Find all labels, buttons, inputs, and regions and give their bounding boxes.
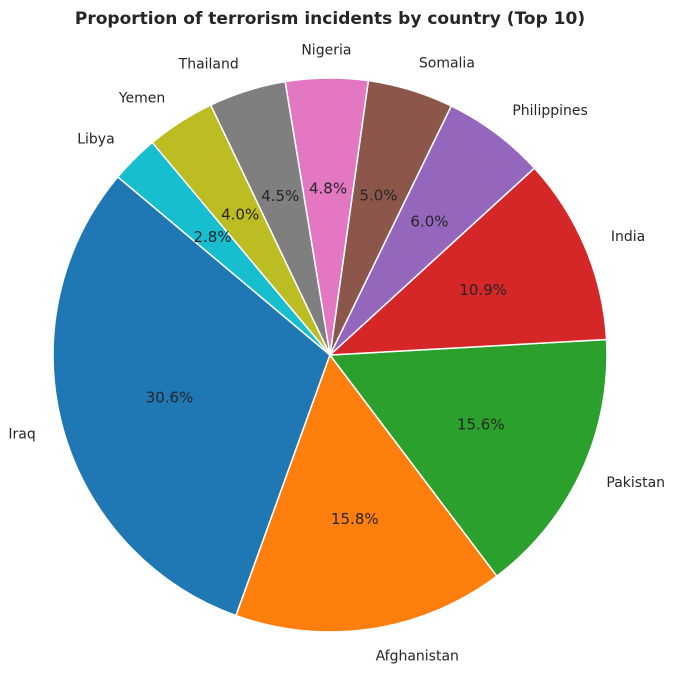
pie-slice-india — [329, 167, 608, 356]
pie-labels: Iraq 30.6% Afghanistan 15.8% Pakistan 15.6% In… — [8, 42, 665, 664]
slice-label-libya: Libya — [77, 131, 114, 147]
slice-label-somalia: Somalia — [419, 56, 475, 72]
pie-slice-afghanistan — [235, 354, 498, 633]
pie-slice-libya — [117, 141, 331, 356]
pct-label-pakistan: 15.6% — [457, 415, 505, 433]
slice-label-nigeria: Nigeria — [301, 42, 351, 58]
slice-label-thailand: Thailand — [178, 56, 239, 72]
pct-label-iraq: 30.6% — [146, 389, 194, 407]
slice-label-iraq: Iraq — [8, 426, 35, 442]
pct-label-afghanistan: 15.8% — [331, 510, 379, 528]
pct-label-yemen: 4.0% — [221, 206, 259, 224]
pie-slice-iraq — [52, 176, 331, 617]
pct-label-india: 10.9% — [459, 281, 507, 299]
pct-label-somalia: 5.0% — [359, 187, 397, 205]
chart-title: Proportion of terrorism incidents by cou… — [75, 9, 585, 29]
pct-label-philippines: 6.0% — [410, 212, 448, 230]
pct-label-nigeria: 4.8% — [309, 179, 347, 197]
slice-label-philippines: Philippines — [512, 103, 587, 119]
pie-slice-pakistan — [329, 338, 608, 577]
slice-label-india: India — [611, 229, 645, 245]
pie-slices — [52, 77, 608, 633]
pct-label-libya: 2.8% — [194, 228, 232, 246]
pct-label-thailand: 4.5% — [261, 187, 299, 205]
slice-label-pakistan: Pakistan — [606, 475, 665, 491]
slice-label-yemen: Yemen — [118, 91, 165, 107]
slice-label-afghanistan: Afghanistan — [376, 648, 459, 664]
